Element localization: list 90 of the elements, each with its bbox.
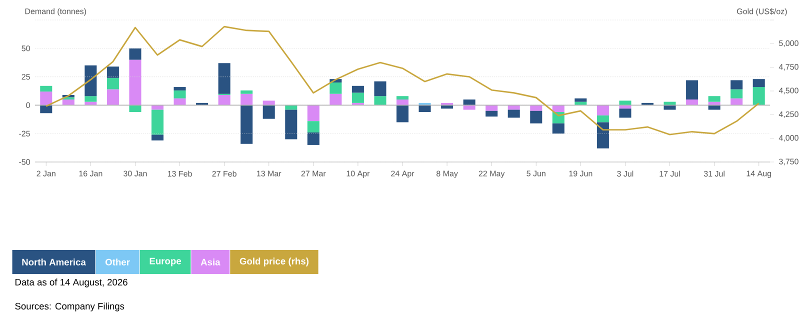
- x-tick-label: 22 May: [478, 170, 505, 178]
- text: Other: [105, 258, 130, 266]
- y2-axis-title: Gold (US$/oz): [737, 8, 787, 16]
- bar: [352, 86, 364, 93]
- bar: [752, 79, 765, 88]
- x-tick-label: 2 Jan: [36, 170, 56, 176]
- y2-tick-label: 4,000: [778, 135, 798, 142]
- bar: [240, 105, 253, 144]
- bar: [129, 105, 142, 112]
- bar: [40, 105, 52, 114]
- y2-tick-label: 3,750: [779, 158, 798, 166]
- y-tick-label: -25: [19, 130, 30, 136]
- text: Europe: [150, 258, 182, 266]
- bar: [486, 105, 498, 111]
- bar: [486, 110, 498, 117]
- x-tick-label: 30 Jan: [124, 170, 147, 176]
- bar: [84, 65, 97, 96]
- bar: [708, 96, 720, 102]
- bar: [374, 81, 386, 96]
- bar: [530, 105, 542, 111]
- bar: [596, 115, 609, 122]
- bar: [552, 123, 564, 134]
- bar: [129, 60, 142, 106]
- source-note: Sources: Company Filings: [15, 302, 124, 312]
- bar: [218, 94, 230, 106]
- text: Gold price (rhs): [240, 258, 308, 266]
- bar: [307, 105, 320, 122]
- bar: [752, 87, 765, 106]
- bar: [106, 78, 119, 90]
- bar: [285, 110, 298, 140]
- bar: [552, 105, 564, 112]
- bar: [418, 105, 431, 112]
- bar: [84, 96, 97, 102]
- bar: [374, 96, 386, 106]
- bar: [352, 92, 364, 103]
- x-tick-label: 14 Aug: [746, 170, 772, 178]
- bar: [40, 92, 52, 106]
- bar: [218, 63, 230, 94]
- y-tick-label: -50: [19, 159, 30, 165]
- text: Data as of 14 August, 2026: [15, 278, 128, 288]
- bar: [151, 110, 164, 135]
- bar: [530, 110, 542, 124]
- x-tick-label: 8 May: [436, 170, 458, 178]
- bar: [730, 89, 743, 98]
- bar: [240, 90, 253, 94]
- x-tick-label: 27 Feb: [212, 170, 236, 177]
- x-tick-label: 17 Jul: [660, 170, 680, 177]
- y-tick-label: 25: [22, 74, 30, 80]
- y-tick-label: 50: [22, 46, 30, 52]
- x-tick-label: 13 Feb: [168, 170, 192, 177]
- bar: [596, 105, 609, 116]
- x-tick-label: 24 Apr: [391, 170, 414, 178]
- bar: [508, 110, 520, 118]
- bar: [730, 80, 743, 90]
- y2-tick-label: 4,500: [778, 88, 798, 94]
- bar: [619, 108, 632, 118]
- bar: [174, 90, 186, 98]
- bar: [151, 134, 164, 140]
- bar: [129, 48, 142, 60]
- x-tick-label: 27 Mar: [301, 170, 326, 176]
- bar: [106, 66, 119, 78]
- x-tick-label: 19 Jun: [569, 170, 592, 176]
- y-axis-title: Demand (tonnes): [25, 8, 86, 16]
- bar: [106, 89, 119, 106]
- bar: [240, 94, 253, 106]
- y2-tick-label: 4,250: [778, 111, 798, 118]
- bar: [174, 87, 186, 90]
- x-tick-label: 31 Jul: [704, 170, 724, 177]
- x-tick-label: 16 Jan: [79, 170, 102, 176]
- x-tick-label: 13 Mar: [257, 170, 282, 176]
- y2-tick-label: 5,000: [779, 40, 798, 47]
- bar: [330, 82, 342, 94]
- bar: [307, 121, 320, 132]
- y2-tick-label: 4,750: [778, 64, 798, 71]
- text: Asia: [200, 258, 220, 266]
- bar: [574, 98, 587, 102]
- bar: [396, 96, 409, 100]
- bar: [396, 105, 409, 122]
- line-series: [45, 26, 760, 136]
- bar: [40, 86, 52, 92]
- text: North America: [22, 258, 86, 266]
- bar: [307, 132, 320, 145]
- bar: [262, 105, 275, 119]
- x-tick-label: 10 Apr: [346, 170, 370, 178]
- x-tick-label: 5 Jun: [526, 170, 546, 176]
- bar: [596, 122, 609, 148]
- x-tick-label: 3 Jul: [617, 170, 634, 177]
- y-tick-label: 0: [26, 102, 30, 108]
- bar: [686, 80, 698, 100]
- bar: [330, 94, 342, 106]
